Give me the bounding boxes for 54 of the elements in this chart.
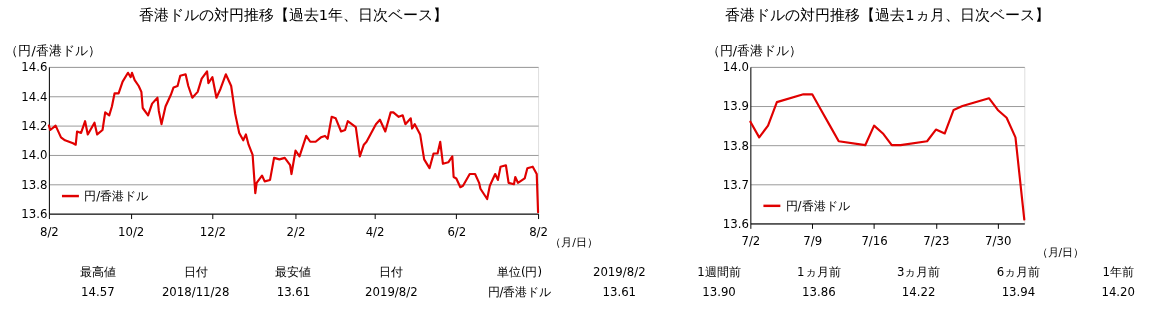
text: 14.20 <box>1101 284 1135 299</box>
y-tick-label: 14.0 <box>722 60 749 75</box>
y-tick-label: 13.8 <box>722 138 749 153</box>
text: 日付 <box>183 265 208 280</box>
text: 13.90 <box>702 284 736 299</box>
x-tick-label: 8/2 <box>529 224 548 239</box>
x-tick-label: 6/2 <box>447 224 467 239</box>
x-tick-label: 8/2 <box>39 224 59 239</box>
y-tick-label: 14.2 <box>21 119 48 134</box>
text: 13.61 <box>276 284 311 299</box>
legend-label: 円/香港ドル <box>785 198 850 213</box>
x-tick-label: 12/2 <box>199 224 227 239</box>
text: 最安値 <box>275 265 312 280</box>
text: 6ヵ月前 <box>996 265 1041 280</box>
y-axis-title: （円/香港ドル） <box>706 42 803 58</box>
text: 13.94 <box>1001 284 1036 299</box>
y-tick-label: 14.6 <box>21 60 48 75</box>
x-axis-title: （月/日） <box>1036 246 1085 260</box>
text: 2018/11/28 <box>161 284 230 299</box>
x-tick-label: 7/30 <box>985 234 1012 249</box>
y-tick-label: 14.0 <box>21 148 48 163</box>
x-tick-label: 7/9 <box>803 234 823 249</box>
x-tick-label: 10/2 <box>117 224 145 239</box>
y-tick-label: 13.6 <box>21 207 48 222</box>
y-axis-title: （円/香港ドル） <box>5 42 101 58</box>
y-tick-label: 13.9 <box>722 99 749 114</box>
line-series <box>749 93 1026 221</box>
x-tick-label: 7/2 <box>741 234 761 249</box>
text: 1週間前 <box>697 265 741 280</box>
text: 1年前 <box>1102 265 1134 280</box>
text: 単位(円) <box>496 265 543 280</box>
text: 13.61 <box>602 284 637 299</box>
text: 1ヵ月前 <box>797 265 841 280</box>
text: 3ヵ月前 <box>896 265 941 280</box>
y-tick-label: 14.4 <box>21 89 48 104</box>
text: 2019/8/2 <box>592 265 646 280</box>
chart-title: 香港ドルの対円推移【過去1ヵ月、日次ベース】 <box>725 5 1050 23</box>
text: 日付 <box>379 265 404 280</box>
text: 円/香港ドル <box>487 284 552 299</box>
x-axis-title: （月/日） <box>550 236 598 250</box>
chart-title: 香港ドルの対円推移【過去1年、日次ベース】 <box>138 5 449 23</box>
x-tick-label: 2/2 <box>286 224 306 239</box>
y-tick-label: 13.8 <box>21 177 48 192</box>
legend-label: 円/香港ドル <box>84 188 149 203</box>
text: 14.57 <box>81 284 115 299</box>
x-tick-label: 7/23 <box>923 234 950 249</box>
text: 13.86 <box>802 284 836 299</box>
y-tick-label: 13.6 <box>722 216 749 231</box>
text: 2019/8/2 <box>365 284 418 299</box>
y-tick-label: 13.7 <box>722 177 749 192</box>
text: 最高値 <box>79 265 116 280</box>
x-tick-label: 7/16 <box>861 234 888 249</box>
x-tick-label: 4/2 <box>365 224 385 239</box>
text: 14.22 <box>901 284 936 299</box>
